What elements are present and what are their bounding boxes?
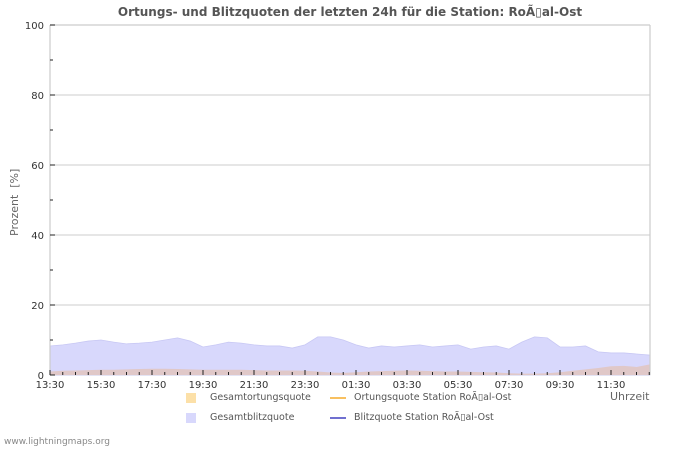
svg-text:01:30: 01:30 <box>342 380 371 391</box>
svg-text:07:30: 07:30 <box>495 380 524 391</box>
svg-text:17:30: 17:30 <box>138 380 167 391</box>
legend-label: Gesamtortungsquote <box>210 392 311 403</box>
svg-text:19:30: 19:30 <box>189 380 218 391</box>
legend-line-icon <box>330 396 346 399</box>
grid-lines <box>50 24 650 376</box>
chart-title: Ortungs- und Blitzquoten der letzten 24h… <box>117 5 583 19</box>
footer-credit: www.lightningmaps.org <box>4 437 110 447</box>
svg-text:60: 60 <box>31 161 44 172</box>
legend-label: Blitzquote Station RoÃ▯al-Ost <box>354 412 494 423</box>
legend-item-ortungsquote-station: Ortungsquote Station RoÃ▯al-Ost <box>330 392 511 403</box>
svg-text:03:30: 03:30 <box>393 380 422 391</box>
svg-text:09:30: 09:30 <box>546 380 575 391</box>
legend-item-gesamtblitzquote: Gesamtblitzquote <box>186 412 294 423</box>
x-axis-ticks: 13:30 15:30 17:30 19:30 21:30 23:30 01:30 03:30… <box>36 370 650 391</box>
svg-text:21:30: 21:30 <box>240 380 269 391</box>
svg-text:80: 80 <box>31 91 44 102</box>
svg-text:05:30: 05:30 <box>444 380 473 391</box>
legend-line-icon <box>330 416 346 419</box>
legend-label: Ortungsquote Station RoÃ▯al-Ost <box>354 392 512 403</box>
data-areas <box>49 336 651 376</box>
svg-text:13:30: 13:30 <box>36 380 65 391</box>
plot-frame <box>49 24 651 375</box>
legend-item-gesamtortungsquote: Gesamtortungsquote <box>186 392 311 403</box>
svg-text:23:30: 23:30 <box>291 380 320 391</box>
svg-text:15:30: 15:30 <box>87 380 116 391</box>
svg-text:100: 100 <box>25 21 44 32</box>
x-axis-label: Uhrzeit <box>610 390 650 403</box>
y-axis-ticks: 0 20 40 60 80 100 <box>25 21 55 382</box>
legend-label: Gesamtblitzquote <box>210 412 295 423</box>
legend-item-blitzquote-station: Blitzquote Station RoÃ▯al-Ost <box>330 412 494 423</box>
svg-text:40: 40 <box>31 231 44 242</box>
legend-swatch-icon <box>186 412 196 423</box>
svg-text:0: 0 <box>38 371 44 382</box>
legend-swatch-icon <box>186 392 196 403</box>
svg-text:20: 20 <box>31 301 44 312</box>
svg-text:11:30: 11:30 <box>597 380 626 391</box>
